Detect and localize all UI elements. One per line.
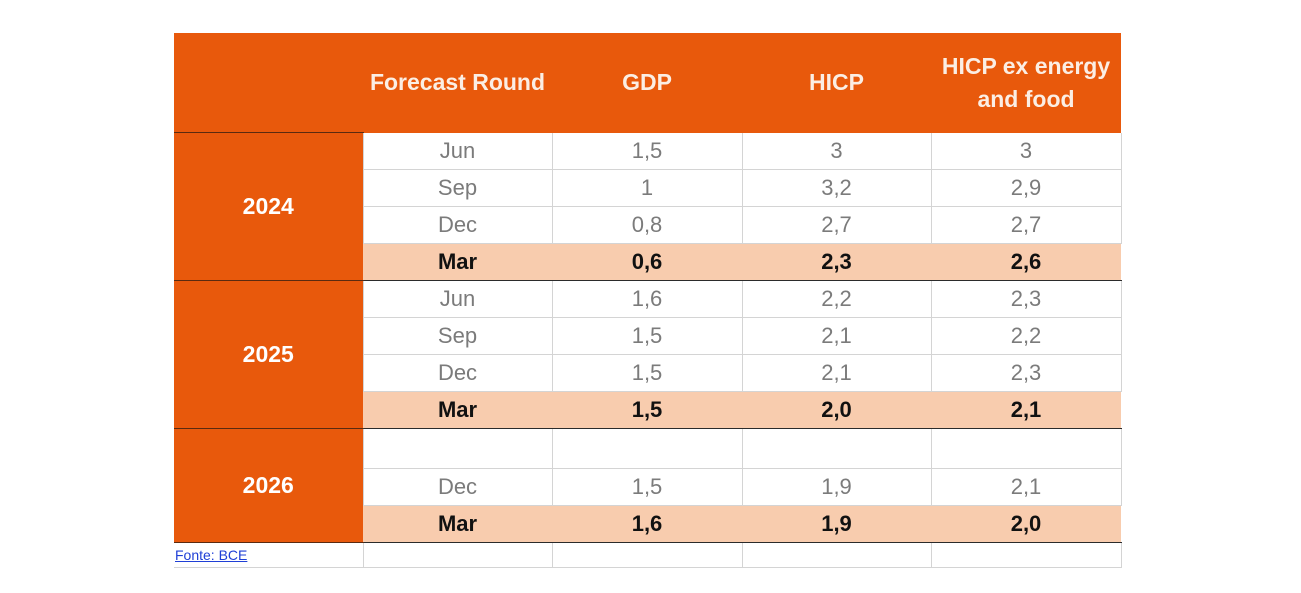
source-cell: Fonte: BCE	[174, 542, 364, 568]
hicp-ex-cell: 3	[930, 132, 1122, 170]
hicp-ex-cell: 2,0	[931, 505, 1121, 543]
table-body: 2024 Jun 1,5 3 3 Sep 1 3,2 2,9 Dec 0,8 2,7 2,7 Mar 0,6…	[174, 132, 1122, 543]
hicp-cell: 2,1	[741, 354, 932, 392]
hicp-cell: 2,0	[742, 391, 931, 429]
table-row-latest: Mar 0,6 2,3 2,6	[174, 243, 1121, 281]
table-row: Dec 1,5 2,1 2,3	[174, 354, 1122, 392]
gdp-cell: 1,6	[552, 505, 742, 543]
forecast-table-container: Forecast Round GDP HICP HICP ex energy a…	[174, 33, 1122, 568]
round-cell: Sep	[362, 317, 553, 355]
year-cell: 2026	[174, 427, 363, 543]
hicp-ex-cell: 2,2	[930, 317, 1122, 355]
source-row-empty-cell	[930, 542, 1122, 568]
hicp-ex-cell: 2,1	[931, 391, 1121, 429]
table-row-latest: Mar 1,5 2,0 2,1	[174, 391, 1121, 429]
table-row: Dec 0,8 2,7 2,7	[174, 206, 1122, 244]
round-cell: Jun	[362, 280, 553, 318]
gdp-cell: 1,5	[551, 468, 743, 506]
round-cell: Jun	[362, 132, 553, 170]
hicp-cell: 2,3	[742, 243, 931, 281]
table-row: Sep 1 3,2 2,9	[174, 169, 1122, 207]
round-cell: Mar	[363, 391, 552, 429]
round-cell: Sep	[362, 169, 553, 207]
header-gdp: GDP	[552, 33, 742, 133]
hicp-ex-cell: 2,9	[930, 169, 1122, 207]
gdp-cell: 1,5	[552, 391, 742, 429]
source-row-empty-cell	[741, 542, 932, 568]
hicp-cell: 2,7	[741, 206, 932, 244]
table-row: 2025 Jun 1,6 2,2 2,3	[174, 279, 1122, 429]
round-cell: Dec	[362, 468, 553, 506]
hicp-ex-cell	[930, 428, 1122, 469]
hicp-ex-cell: 2,6	[931, 243, 1121, 281]
header-hicp-ex-energy-food: HICP ex energy and food	[931, 33, 1121, 133]
table-row-latest: Mar 1,6 1,9 2,0	[174, 505, 1121, 543]
year-cell: 2025	[174, 279, 363, 429]
forecast-table: Forecast Round GDP HICP HICP ex energy a…	[174, 33, 1122, 568]
hicp-cell	[741, 428, 932, 469]
table-header-row: Forecast Round GDP HICP HICP ex energy a…	[174, 33, 1121, 133]
source-row-empty-cell	[551, 542, 743, 568]
gdp-cell	[551, 428, 743, 469]
hicp-cell: 1,9	[741, 468, 932, 506]
gdp-cell: 0,6	[552, 243, 742, 281]
gdp-cell: 1,5	[551, 354, 743, 392]
year-cell: 2024	[174, 132, 363, 281]
hicp-ex-cell: 2,3	[930, 280, 1122, 318]
source-row: Fonte: BCE	[174, 542, 1122, 568]
hicp-cell: 2,1	[741, 317, 932, 355]
header-corner-cell	[174, 33, 363, 133]
source-row-empty-cell	[362, 542, 553, 568]
header-hicp: HICP	[742, 33, 931, 133]
gdp-cell: 1,5	[551, 132, 743, 170]
hicp-cell: 1,9	[742, 505, 931, 543]
round-cell: Dec	[362, 206, 553, 244]
gdp-cell: 1	[551, 169, 743, 207]
gdp-cell: 0,8	[551, 206, 743, 244]
table-row: Dec 1,5 1,9 2,1	[174, 468, 1122, 506]
hicp-ex-cell: 2,1	[930, 468, 1122, 506]
table-row: 2024 Jun 1,5 3 3	[174, 132, 1122, 281]
round-cell: Mar	[363, 243, 552, 281]
hicp-cell: 3,2	[741, 169, 932, 207]
table-row: 2026	[174, 427, 1122, 543]
round-cell: Dec	[362, 354, 553, 392]
table-row: Sep 1,5 2,1 2,2	[174, 317, 1122, 355]
round-cell: Mar	[363, 505, 552, 543]
round-cell	[362, 428, 553, 469]
hicp-cell: 2,2	[741, 280, 932, 318]
hicp-ex-cell: 2,7	[930, 206, 1122, 244]
source-link[interactable]: Fonte: BCE	[175, 546, 248, 563]
gdp-cell: 1,5	[551, 317, 743, 355]
hicp-cell: 3	[741, 132, 932, 170]
gdp-cell: 1,6	[551, 280, 743, 318]
hicp-ex-cell: 2,3	[930, 354, 1122, 392]
header-forecast-round: Forecast Round	[363, 33, 552, 133]
